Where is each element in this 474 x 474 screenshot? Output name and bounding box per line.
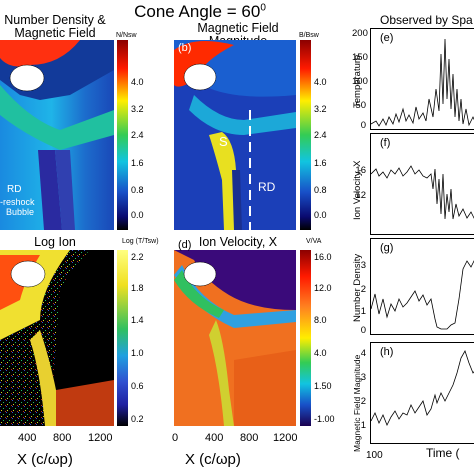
x-tick: 1200 [88,432,113,444]
ts-e-ytick: 50 [355,100,366,111]
ts-g-letter: (g) [380,242,394,254]
panel-b-tick: 0.0 [314,210,327,220]
panel-d-tick: -1.00 [314,414,335,424]
panel-d-colorbar [300,250,311,426]
panel-c-image [0,250,114,426]
panel-c-tick: 1.0 [131,348,144,358]
panel-b-letter: (b) [178,42,192,54]
ts-g-ytick: 1 [360,306,366,317]
ts-f-ytick: 12 [355,190,366,201]
right-column-title: Observed by Spa [380,13,473,27]
ts-g-ytick: 3 [360,260,366,271]
ts-panel-h [370,342,474,444]
panel-b-tick: 0.8 [314,185,327,195]
panel-b-tick: 2.4 [314,130,327,140]
ts-g-ytick: 0 [360,325,366,336]
x-tick: 400 [18,432,37,444]
ts-e-ytick: 200 [352,28,368,39]
figure-title: Cone Angle = 600 [134,2,266,21]
ts-h-ytick: 3 [360,372,366,383]
ts-h-ytick: 1 [360,420,366,431]
panel-a-colorbar [117,40,128,230]
panel-c-tick: 1.8 [131,283,144,293]
ts-panel-f [370,133,474,235]
ts-h-letter: (h) [380,346,394,358]
x-tick: 0 [172,432,179,444]
panel-a-rd-label: RD [7,184,22,195]
ts-e-ytick: 0 [360,120,366,131]
x-axis-label-right: X (c/ωp) [185,451,241,468]
panel-c-tick: 0.6 [131,381,144,391]
x-axis-label-left: X (c/ωp) [17,451,73,468]
ts-g-ytick: 2 [360,284,366,295]
x-tick: 1200 [273,432,298,444]
panel-a-tick: 4.0 [131,77,144,87]
panel-a-foreshock-label: -reshock Bubble [0,197,35,217]
ts-e-ytick: 100 [352,76,368,87]
ts-e-letter: (e) [380,32,394,44]
panel-a-tick: 1.6 [131,158,144,168]
panel-a-tick: 3.2 [131,104,144,114]
panel-c-tick: 0.2 [131,414,144,424]
panel-c-unit: Log (T/Tsw) [122,238,159,245]
panel-a-unit: N/Nsw [116,32,137,39]
panel-b-tick: 1.6 [314,158,327,168]
panel-b-tick: 3.2 [314,104,327,114]
panel-d-image [174,250,296,426]
title-superscript: 0 [260,2,266,14]
ts-panel-e [370,28,474,130]
ts-h-ytick: 2 [360,396,366,407]
panel-d-tick: 8.0 [314,315,327,325]
panel-a-tick: 0.8 [131,185,144,195]
panel-d-tick: 16.0 [314,252,332,262]
panel-d-tick: 1.50 [314,381,332,391]
panel-b-unit: B/Bsw [299,32,319,39]
panel-d-title: Ion Velocity, X [198,235,278,249]
ts-f-ytick: 16 [355,165,366,176]
panel-c-tick: 1.4 [131,315,144,325]
panel-c-colorbar [117,250,128,426]
panel-b-s-label: S [219,134,228,149]
ts-x-label: Time ( [426,446,460,460]
ts-x-tick: 100 [366,450,383,461]
panel-b-colorbar [300,40,311,230]
panel-d-unit: V/VA [306,238,322,245]
panel-c-tick: 2.2 [131,252,144,262]
ts-h-ytick: 4 [360,348,366,359]
ts-f-letter: (f) [380,137,391,149]
panel-d-letter: (d) [178,239,192,251]
panel-a-tick: 2.4 [131,130,144,140]
ts-panel-g [370,238,474,335]
panel-b-image [174,40,296,230]
panel-b-rd-label: RD [258,180,276,194]
panel-a-tick: 0.0 [131,210,144,220]
panel-a-image [0,40,114,230]
ts-e-ytick: 150 [352,52,368,63]
panel-d-tick: 4.0 [314,348,327,358]
panel-b-tick: 4.0 [314,77,327,87]
x-tick: 800 [53,432,72,444]
x-tick: 800 [240,432,259,444]
panel-d-tick: 12.0 [314,283,332,293]
x-tick: 400 [205,432,224,444]
